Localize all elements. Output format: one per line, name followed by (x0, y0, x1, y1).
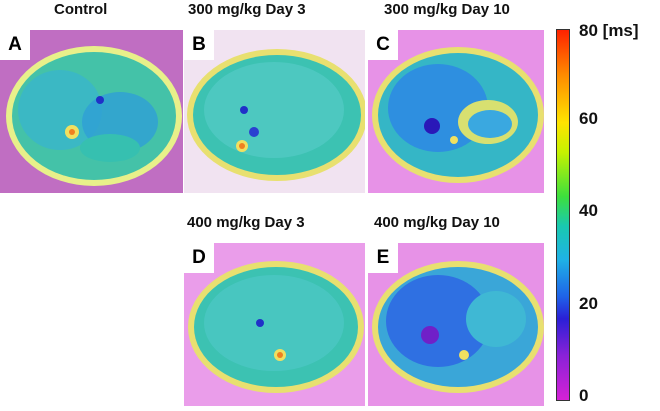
colorbar-tick-80-value: 80 (579, 21, 598, 40)
colorbar-tick-0: 0 (579, 386, 589, 405)
panel-e-400-day10-map: E (368, 243, 544, 406)
t2-map-image (368, 243, 544, 406)
colorbar-tick-40: 40 (579, 201, 598, 220)
panel-c-300-day10-map: C (368, 30, 544, 193)
colorbar-tick-20: 20 (579, 294, 598, 313)
panel-b-300-day3-map: B (184, 30, 365, 193)
colorbar-tick-80: 80 [ms] (579, 22, 639, 39)
panel-letter-d: D (184, 243, 214, 273)
t2-map-image (184, 243, 365, 406)
t2-map-image (0, 30, 183, 193)
panel-d-400-day3-map: D (184, 243, 365, 406)
panel-letter-a: A (0, 30, 30, 60)
panel-letter-c: C (368, 30, 398, 60)
title-control: Control (54, 1, 108, 18)
title-300-day3: 300 mg/kg Day 3 (188, 1, 306, 18)
t2-map-image (368, 30, 544, 193)
colorbar-unit: [ms] (602, 21, 639, 40)
title-400-day3: 400 mg/kg Day 3 (187, 214, 305, 231)
colorbar-tick-60: 60 (579, 109, 598, 128)
panel-letter-e: E (368, 243, 398, 273)
t2-map-image (184, 30, 365, 193)
colorbar (556, 29, 570, 401)
panel-letter-b: B (184, 30, 214, 60)
panel-a-control-map: A (0, 30, 183, 193)
title-400-day10: 400 mg/kg Day 10 (374, 214, 500, 231)
title-300-day10: 300 mg/kg Day 10 (384, 1, 510, 18)
